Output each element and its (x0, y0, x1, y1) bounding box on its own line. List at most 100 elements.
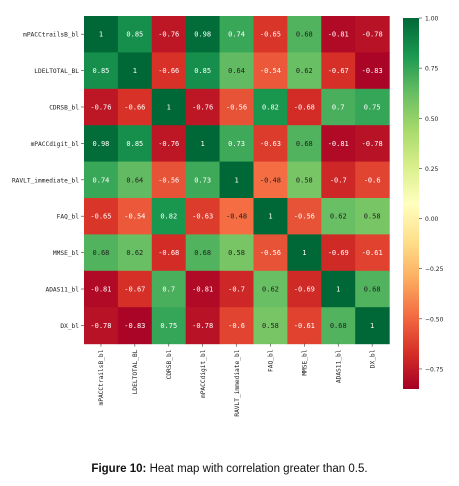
cell-value-label: 0.73 (194, 176, 211, 184)
cell-value-label: -0.66 (158, 67, 179, 75)
heatmap-cell (185, 125, 221, 163)
cell-value-label: -0.76 (158, 31, 179, 39)
cell-value-label: 0.68 (296, 140, 313, 148)
cell-value-label: -0.56 (260, 249, 281, 257)
heatmap-cell (151, 16, 187, 53)
heatmap-cell (287, 16, 322, 53)
heatmap-cell (355, 125, 390, 163)
cell-value-label: 0.75 (160, 322, 177, 330)
cell-value-label: -0.67 (328, 67, 349, 75)
x-axis-labels: mPACCtrailsB_bl LDELTOTAL_BL CDRSB_bl mPACC… (98, 343, 376, 417)
cell-value-label: -0.63 (260, 140, 281, 148)
colorbar-tick-label: 0.00 (425, 216, 439, 223)
colorbar-tick-label: −0.25 (425, 266, 444, 273)
cell-value-label: 0.68 (330, 322, 347, 330)
colorbar-tick-label: −0.75 (425, 366, 444, 373)
cell-value-label: -0.81 (328, 140, 349, 148)
heatmap-cell (287, 88, 322, 126)
cell-value-label: 1 (370, 322, 374, 330)
cell-value-label: -0.76 (90, 104, 111, 112)
cell-value-label: -0.78 (192, 322, 213, 330)
heatmap-cell (355, 198, 390, 235)
heatmap-cell (185, 88, 221, 126)
cell-value-label: 0.85 (194, 67, 211, 75)
heatmap-cell (253, 270, 288, 308)
heatmap-cell (355, 52, 390, 90)
cell-value-label: -0.81 (328, 31, 349, 39)
heatmap-cell (151, 125, 187, 163)
heatmap-cell (287, 161, 322, 199)
cell-value-label: 0.85 (93, 67, 110, 75)
heatmap-cell (84, 198, 119, 235)
heatmap-cell (287, 234, 322, 272)
cell-value-label: -0.67 (124, 286, 145, 294)
heatmap-cell (287, 52, 322, 90)
cell-value-label: 1 (234, 176, 238, 184)
heatmap-cell (321, 161, 356, 199)
heatmap-chart: 1 0.85 -0.76 0.98 0.74 -0.65 0.68 -0.81 -0.78 0.8… (12, 16, 444, 417)
heatmap-cell (219, 88, 255, 126)
cell-value-label: 1 (201, 140, 205, 148)
heatmap-cell (185, 307, 221, 345)
cell-value-label: -0.61 (294, 322, 315, 330)
heatmap-cell (321, 307, 356, 345)
heatmap-cell (253, 307, 288, 345)
heatmap-cell (117, 125, 153, 163)
cell-value-label: -0.83 (362, 67, 383, 75)
x-tick-label: MMSE_bl (302, 349, 309, 375)
cell-value-label: 0.62 (126, 249, 143, 257)
colorbar-tick-label: 0.50 (425, 116, 439, 123)
cell-value-label: 1 (302, 249, 306, 257)
heatmap-cell (253, 198, 288, 235)
heatmap-cell (185, 16, 221, 53)
colorbar-gradient (403, 18, 419, 389)
y-tick-label: RAVLT_immediate_bl (12, 177, 79, 184)
cell-value-label: -0.78 (90, 322, 111, 330)
cell-value-label: -0.78 (362, 31, 383, 39)
cell-value-label: -0.54 (260, 67, 281, 75)
heatmap-cell (84, 234, 119, 272)
cell-value-label: 1 (99, 31, 103, 39)
heatmap-cell (219, 52, 255, 90)
cell-value-label: 0.74 (228, 31, 245, 39)
cell-value-label: 0.62 (330, 213, 347, 221)
cell-value-label: -0.56 (158, 176, 179, 184)
cell-value-label: -0.68 (158, 249, 179, 257)
cell-value-label: -0.83 (124, 322, 145, 330)
cell-value-label: 0.58 (296, 176, 313, 184)
heatmap-cell (321, 88, 356, 126)
heatmap-cell (355, 16, 390, 53)
heatmap-cell (185, 161, 221, 199)
heatmap-cell (151, 234, 187, 272)
heatmap-cell (117, 234, 153, 272)
heatmap-cell (321, 52, 356, 90)
heatmap-cell (117, 198, 153, 235)
heatmap-cell (219, 198, 255, 235)
cell-value-label: 0.68 (364, 286, 381, 294)
cell-value-label: -0.65 (90, 213, 111, 221)
x-tick-label: mPACCdigit_bl (200, 349, 207, 398)
colorbar-tick-label: 0.75 (425, 66, 439, 73)
cell-value-label: 1 (268, 213, 272, 221)
cell-value-label: -0.81 (192, 286, 213, 294)
heatmap-cell (84, 161, 119, 199)
heatmap-cell (117, 270, 153, 308)
heatmap-cell (84, 88, 119, 126)
heatmap-cells: 1 0.85 -0.76 0.98 0.74 -0.65 0.68 -0.81 -0.78 0.8… (84, 16, 390, 345)
cell-value-label: -0.76 (192, 104, 213, 112)
caption-label: Figure 10: (91, 463, 147, 475)
colorbar-tick-label: 0.25 (425, 166, 439, 173)
heatmap-cell (117, 88, 153, 126)
heatmap-cell (151, 52, 187, 90)
heatmap-cell (253, 16, 288, 53)
heatmap-cell (219, 270, 255, 308)
heatmap-cell (185, 52, 221, 90)
heatmap-cell (84, 125, 119, 163)
heatmap-cell (185, 198, 221, 235)
cell-value-label: 1 (167, 104, 171, 112)
cell-value-label: 0.73 (228, 140, 245, 148)
heatmap-cell (355, 307, 390, 345)
cell-value-label: 1 (133, 67, 137, 75)
cell-value-label: 0.64 (126, 176, 143, 184)
y-axis-labels: mPACCtrailsB_bl LDELTOTAL_BL CDRSB_bl mPACC… (12, 32, 84, 330)
